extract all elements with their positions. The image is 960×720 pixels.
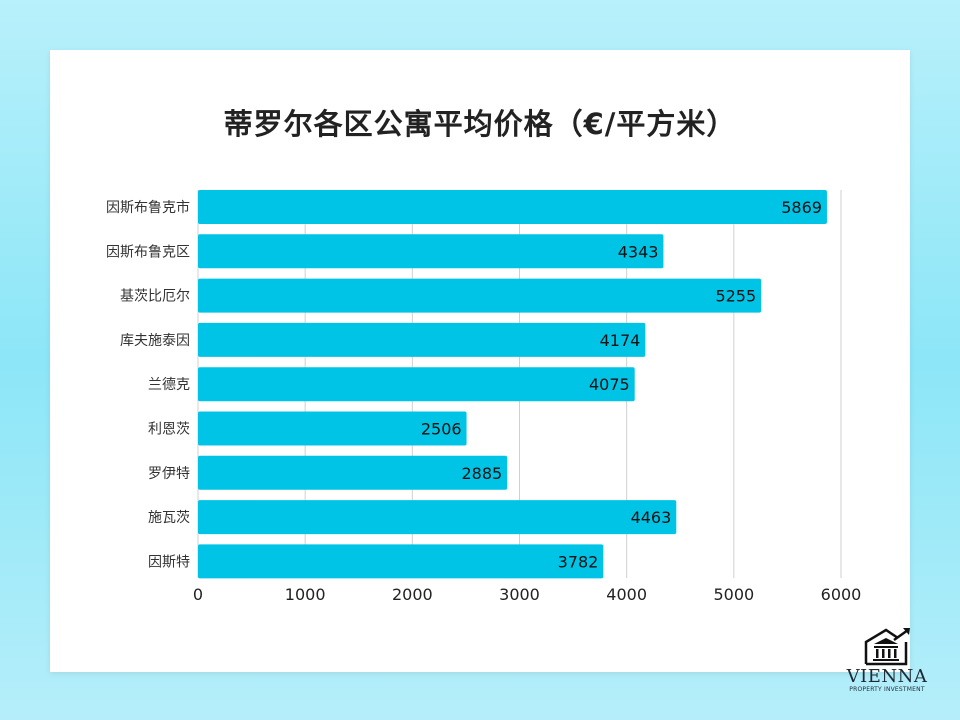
- category-label: 兰德克: [148, 377, 190, 393]
- x-tick-label: 5000: [713, 585, 754, 604]
- data-label: 2506: [421, 420, 462, 439]
- category-label: 施瓦茨: [148, 510, 190, 526]
- vienna-logo: VIENNA PROPERTY INVESTMENT: [842, 626, 932, 693]
- x-tick-label: 2000: [392, 585, 433, 604]
- data-label: 4075: [589, 375, 630, 394]
- category-label: 因斯布鲁克市: [106, 199, 190, 216]
- data-label: 4343: [618, 242, 659, 261]
- x-tick-label: 4000: [606, 585, 647, 604]
- x-tick-label: 6000: [821, 585, 862, 604]
- bar: [198, 190, 827, 224]
- category-label: 因斯特: [148, 554, 190, 570]
- logo-subtitle: PROPERTY INVESTMENT: [849, 686, 925, 693]
- bank-building-icon: [864, 628, 910, 666]
- x-tick-label: 1000: [285, 585, 326, 604]
- bar: [198, 234, 664, 269]
- data-label: 5255: [715, 287, 756, 306]
- x-tick-label: 0: [193, 585, 203, 604]
- bar: [198, 544, 604, 579]
- bar: [198, 322, 646, 357]
- bar: [198, 367, 635, 402]
- data-label: 4463: [631, 508, 672, 527]
- category-label: 库夫施泰因: [120, 333, 190, 349]
- bar: [198, 455, 508, 490]
- data-label: 5869: [781, 198, 822, 217]
- category-label: 因斯布鲁克区: [106, 244, 190, 260]
- data-label: 3782: [558, 552, 599, 571]
- bar: [198, 411, 467, 446]
- category-label: 罗伊特: [148, 466, 190, 482]
- x-tick-label: 3000: [499, 585, 540, 604]
- bar: [198, 278, 762, 313]
- chart-title: 蒂罗尔各区公寓平均价格（€/平方米）: [223, 107, 737, 141]
- data-label: 4174: [600, 331, 641, 350]
- category-label: 基茨比厄尔: [120, 288, 190, 305]
- category-label: 利恩茨: [148, 422, 190, 438]
- data-label: 2885: [461, 464, 502, 483]
- logo-name: VIENNA: [846, 666, 928, 687]
- bar: [198, 500, 677, 535]
